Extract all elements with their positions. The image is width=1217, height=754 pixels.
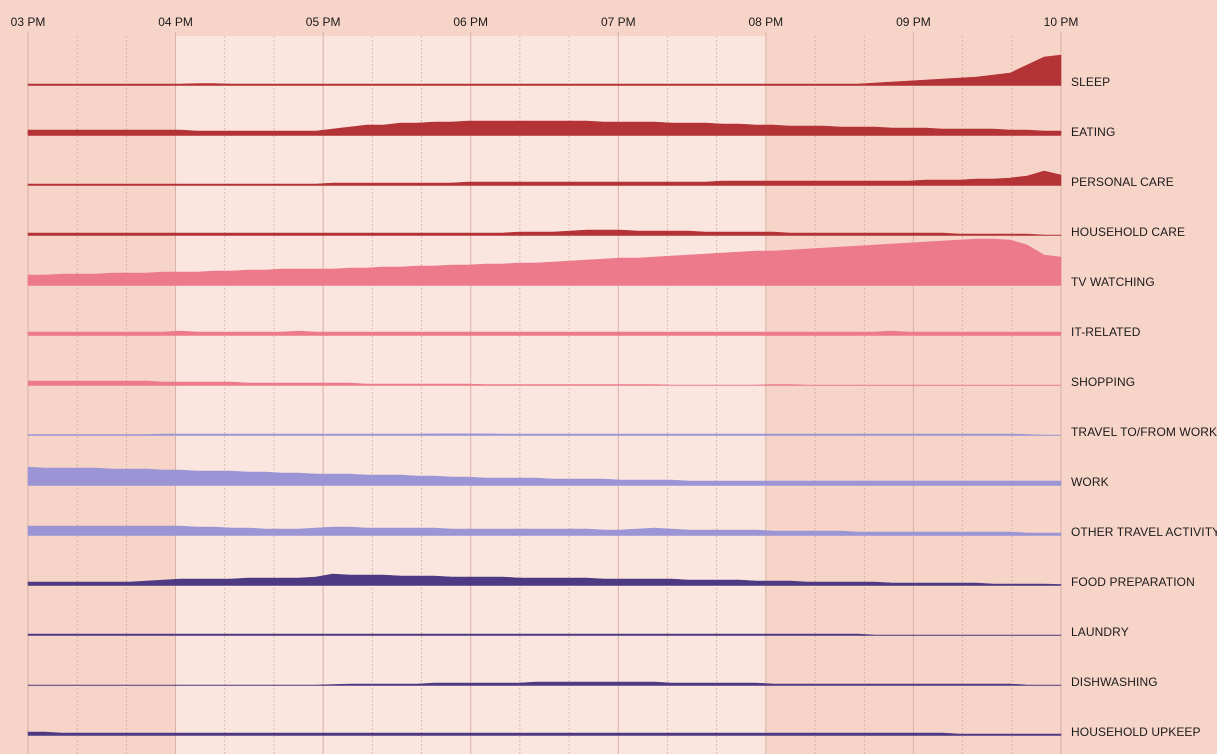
x-tick-label: 03 PM bbox=[11, 15, 46, 29]
series-area bbox=[27, 466, 1062, 486]
series-row: SHOPPING bbox=[27, 375, 1135, 389]
x-axis-ticks: 03 PM 04 PM 05 PM 06 PM 07 PM 08 PM 09 PM 10 PM bbox=[11, 15, 1079, 29]
x-tick-label: 08 PM bbox=[749, 15, 784, 29]
series-label: LAUNDRY bbox=[1071, 625, 1129, 639]
series-label: DISHWASHING bbox=[1071, 675, 1158, 689]
series-area bbox=[27, 229, 1062, 236]
series-label: TV WATCHING bbox=[1071, 275, 1155, 289]
series-rows: SLEEP EATING PERSONAL CARE HOUSEHOLD CARE TV… bbox=[27, 54, 1217, 739]
series-label: WORK bbox=[1071, 475, 1109, 489]
series-area bbox=[27, 681, 1062, 686]
series-row: DISHWASHING bbox=[27, 675, 1158, 689]
x-tick-label: 07 PM bbox=[601, 15, 636, 29]
series-label: EATING bbox=[1071, 125, 1115, 139]
series-label: IT-RELATED bbox=[1071, 325, 1141, 339]
series-area bbox=[27, 54, 1062, 86]
series-area bbox=[27, 525, 1062, 536]
series-label: SLEEP bbox=[1071, 75, 1110, 89]
series-row: OTHER TRAVEL ACTIVITY bbox=[27, 525, 1217, 539]
series-area bbox=[27, 170, 1062, 186]
series-area bbox=[27, 330, 1062, 336]
series-row: TRAVEL TO/FROM WORK bbox=[27, 425, 1217, 439]
series-area bbox=[27, 633, 1062, 636]
x-tick-label: 06 PM bbox=[453, 15, 488, 29]
series-area bbox=[27, 238, 1062, 286]
series-label: SHOPPING bbox=[1071, 375, 1135, 389]
series-area bbox=[27, 380, 1062, 386]
x-tick-label: 05 PM bbox=[306, 15, 341, 29]
x-tick-label: 10 PM bbox=[1044, 15, 1079, 29]
series-area bbox=[27, 731, 1062, 736]
x-tick-label: 09 PM bbox=[896, 15, 931, 29]
series-row: EATING bbox=[27, 120, 1115, 139]
series-area bbox=[27, 120, 1062, 136]
series-label: PERSONAL CARE bbox=[1071, 175, 1174, 189]
series-row: HOUSEHOLD UPKEEP bbox=[27, 725, 1201, 739]
series-row: HOUSEHOLD CARE bbox=[27, 225, 1185, 239]
series-area bbox=[27, 433, 1062, 436]
series-row: IT-RELATED bbox=[27, 325, 1141, 339]
series-area bbox=[27, 573, 1062, 586]
series-label: HOUSEHOLD CARE bbox=[1071, 225, 1185, 239]
series-row: SLEEP bbox=[27, 54, 1110, 89]
series-label: HOUSEHOLD UPKEEP bbox=[1071, 725, 1201, 739]
series-row: PERSONAL CARE bbox=[27, 170, 1174, 189]
series-row: TV WATCHING bbox=[27, 238, 1155, 289]
series-row: FOOD PREPARATION bbox=[27, 573, 1195, 589]
series-row: LAUNDRY bbox=[27, 625, 1129, 639]
series-label: TRAVEL TO/FROM WORK bbox=[1071, 425, 1217, 439]
x-tick-label: 04 PM bbox=[158, 15, 193, 29]
series-label: OTHER TRAVEL ACTIVITY bbox=[1071, 525, 1217, 539]
gridlines bbox=[27, 32, 1062, 754]
series-label: FOOD PREPARATION bbox=[1071, 575, 1195, 589]
series-row: WORK bbox=[27, 466, 1109, 489]
